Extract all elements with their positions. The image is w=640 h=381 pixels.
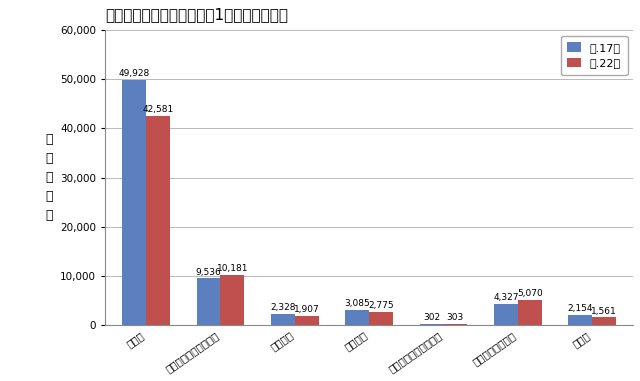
Bar	[196, 278, 220, 325]
Bar	[295, 316, 319, 325]
Bar	[592, 317, 616, 325]
Text: 2,154: 2,154	[568, 304, 593, 313]
Text: 1,561: 1,561	[591, 307, 617, 316]
Text: 49,928: 49,928	[118, 69, 150, 78]
Bar	[444, 324, 467, 325]
Text: 2,328: 2,328	[270, 303, 296, 312]
Legend: 平.17年, 平.22年: 平.17年, 平.22年	[561, 35, 627, 75]
Bar	[420, 324, 444, 325]
Bar	[369, 312, 393, 325]
Text: 42,581: 42,581	[142, 105, 173, 114]
Text: 5,070: 5,070	[517, 290, 543, 298]
Text: 3,085: 3,085	[344, 299, 370, 308]
Bar	[494, 304, 518, 325]
Text: 303: 303	[447, 313, 464, 322]
Text: 10,181: 10,181	[216, 264, 248, 273]
Bar	[346, 310, 369, 325]
Bar	[518, 300, 541, 325]
Bar	[146, 116, 170, 325]
Text: 9,536: 9,536	[196, 267, 221, 277]
Bar	[271, 314, 295, 325]
Text: 1,907: 1,907	[294, 305, 319, 314]
Text: 302: 302	[423, 313, 440, 322]
Y-axis label: 農
業
経
営
体: 農 業 経 営 体	[45, 133, 53, 222]
Text: 2,775: 2,775	[368, 301, 394, 310]
Bar	[568, 315, 592, 325]
Text: 4,327: 4,327	[493, 293, 518, 302]
Bar	[122, 80, 146, 325]
Text: 農業経営体の農産物売上げ1位の出荷先状況: 農業経営体の農産物売上げ1位の出荷先状況	[105, 7, 288, 22]
Bar	[220, 275, 244, 325]
